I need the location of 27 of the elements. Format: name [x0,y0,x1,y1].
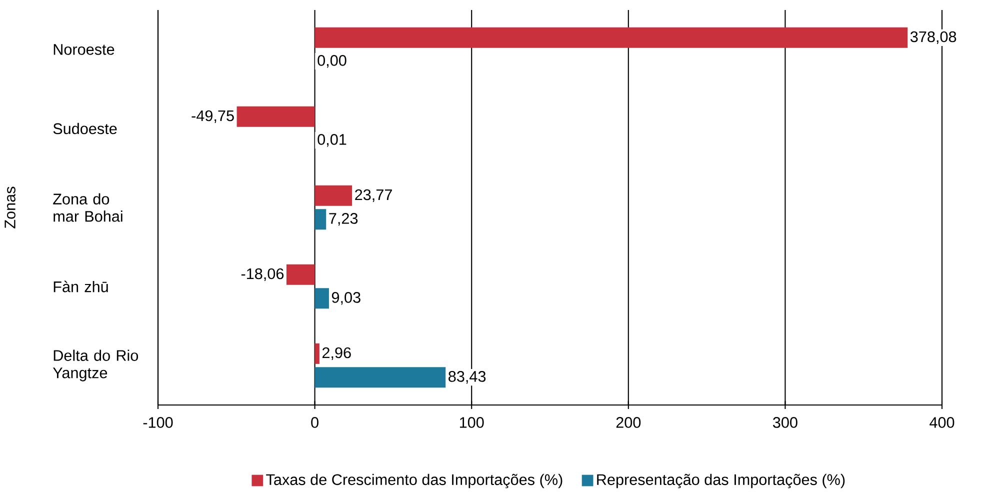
data-label: 378,08 [910,31,956,44]
bar [314,209,326,230]
data-label: 9,03 [332,292,360,305]
x-tick-label: 400 [930,417,954,428]
y-tick-label: Delta do Rio Yangtze [52,350,138,382]
x-tick-label: -100 [143,417,173,428]
y-tick-label: Fàn zhū [54,280,108,292]
data-label: -18,06 [241,268,284,281]
x-tick-label: 300 [772,417,798,428]
x-tick-label: 200 [616,417,641,428]
x-tick-label: 0 [311,417,318,428]
y-tick-label: Noroeste [54,44,114,55]
data-label: 83,43 [448,371,486,384]
data-label: 7,23 [329,213,358,226]
y-tick-label: Sudoeste [53,122,117,134]
x-tick-label: 100 [460,417,484,428]
data-label: 23,77 [355,189,392,202]
legend-label: Representação das Importações (%) [597,474,845,488]
y-tick-label: Zona do mar Bohai [53,193,122,222]
data-label: 2,96 [322,347,351,360]
bar [314,343,320,364]
data-label: 0,01 [318,134,346,147]
y-axis-title: Zonas [4,186,16,228]
data-label: 0,00 [318,55,346,68]
legend-label: Taxas de Crescimento das Importações (%) [266,474,562,488]
bar [314,185,352,206]
data-label: -49,75 [192,110,234,123]
